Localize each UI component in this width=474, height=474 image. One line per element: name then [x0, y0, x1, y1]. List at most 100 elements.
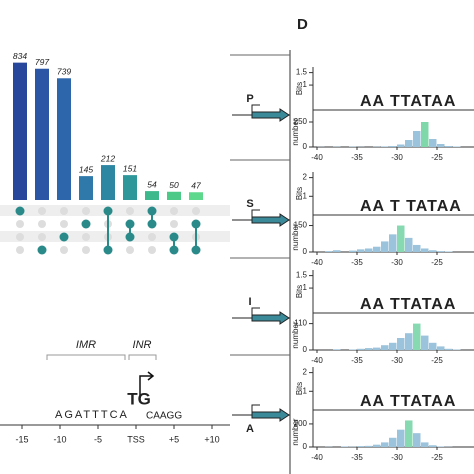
x-tick-label: -35	[351, 258, 363, 267]
y-axis-label: number	[291, 321, 300, 348]
y-tick-label: 150	[294, 221, 308, 230]
matrix-dot-filled	[125, 219, 135, 229]
hist-bar	[341, 446, 349, 447]
promoter-label: P	[246, 93, 253, 105]
hist-bar	[437, 144, 445, 147]
hist-bar	[381, 146, 389, 147]
matrix-dot	[16, 233, 24, 241]
x-tick-label: -30	[391, 153, 403, 162]
promoter-label: A	[246, 423, 254, 435]
tss-arrow	[251, 209, 260, 220]
matrix-dot	[60, 246, 68, 254]
value-label: 739	[57, 67, 71, 77]
hist-bar	[365, 348, 373, 350]
matrix-dot-filled	[81, 219, 91, 229]
hist-bar	[397, 225, 405, 252]
matrix-dot-filled	[125, 232, 135, 242]
bar	[189, 192, 203, 200]
matrix-dot-filled	[103, 245, 113, 255]
bar	[35, 68, 49, 201]
matrix-dot	[126, 207, 134, 215]
motif-logo: AA TTATAA	[360, 296, 456, 313]
hist-bar	[365, 248, 373, 252]
x-tick-label: TSS	[127, 434, 145, 444]
matrix-dot-filled	[15, 206, 25, 216]
hist-bar	[413, 244, 421, 252]
hist-bar	[349, 250, 357, 252]
y-axis-label: Bits	[295, 382, 304, 395]
hist-bar	[421, 248, 429, 252]
hist-bar	[373, 246, 381, 252]
matrix-dot-filled	[37, 245, 47, 255]
y-tick-label: 1	[303, 191, 308, 200]
hist-bar	[437, 446, 445, 447]
x-tick-label: -30	[391, 356, 403, 365]
motif-logo: AA TTATAA	[360, 393, 456, 410]
x-tick-label: -35	[351, 153, 363, 162]
matrix-dot	[38, 220, 46, 228]
value-label: 151	[123, 163, 137, 173]
hist-bar	[421, 335, 429, 350]
hist-bar	[445, 146, 453, 147]
y-axis-label: Bits	[295, 82, 304, 95]
y-tick-label: 2	[303, 173, 308, 182]
hist-bar	[389, 342, 397, 350]
matrix-dot-filled	[59, 232, 69, 242]
imr-bracket	[46, 354, 126, 360]
value-label: 47	[191, 181, 201, 191]
hist-bar	[389, 234, 397, 252]
value-label: 54	[147, 179, 157, 189]
hist-bar	[429, 139, 437, 147]
matrix-dot	[170, 220, 178, 228]
motif-logo: AA TTATAA	[360, 93, 456, 110]
x-tick-label: +5	[169, 434, 179, 444]
hist-bar	[453, 146, 461, 147]
bar	[57, 78, 71, 200]
logo-letters: AGATTTCA	[55, 409, 129, 421]
motif-logo: AA T TATAA	[360, 198, 462, 215]
promoter-arrow	[251, 213, 290, 227]
value-label: 797	[35, 57, 49, 67]
bar	[167, 191, 181, 200]
y-tick-label: 0	[303, 345, 308, 354]
promoter-label: S	[246, 198, 253, 210]
hist-bar	[429, 445, 437, 447]
x-tick-label: -35	[351, 356, 363, 365]
x-tick-label: -25	[431, 258, 443, 267]
hist-bar	[381, 442, 389, 447]
hist-bar	[405, 140, 413, 147]
hist-bar	[389, 146, 397, 147]
matrix-dot	[60, 220, 68, 228]
matrix-dot	[82, 207, 90, 215]
y-tick-label: 2	[303, 368, 308, 377]
matrix-dot-filled	[191, 245, 201, 255]
value-label: 834	[13, 51, 27, 61]
value-label: 50	[169, 180, 179, 190]
matrix-dot	[16, 246, 24, 254]
bar	[101, 165, 115, 200]
x-tick-label: -40	[311, 453, 323, 462]
hist-bar	[405, 333, 413, 350]
panel-label: D	[297, 16, 308, 33]
x-tick-label: +10	[204, 434, 219, 444]
x-tick-label: -10	[53, 434, 66, 444]
tss-arrow	[251, 104, 260, 115]
matrix-dot	[60, 207, 68, 215]
hist-bar	[373, 347, 381, 350]
hist-bar	[365, 445, 373, 447]
matrix-dot-filled	[147, 219, 157, 229]
matrix-dot	[126, 246, 134, 254]
bar	[145, 191, 159, 200]
hist-bar	[405, 420, 413, 447]
hist-bar	[429, 342, 437, 350]
hist-bar	[381, 345, 389, 350]
y-tick-label: 1.5	[296, 271, 308, 280]
y-tick-label: 0	[303, 142, 308, 151]
matrix-dot	[148, 233, 156, 241]
matrix-dot-filled	[103, 206, 113, 216]
hist-bar	[357, 348, 365, 350]
x-tick-label: -35	[351, 453, 363, 462]
x-tick-label: -30	[391, 453, 403, 462]
matrix-dot	[170, 207, 178, 215]
annotation: INR	[133, 339, 152, 351]
